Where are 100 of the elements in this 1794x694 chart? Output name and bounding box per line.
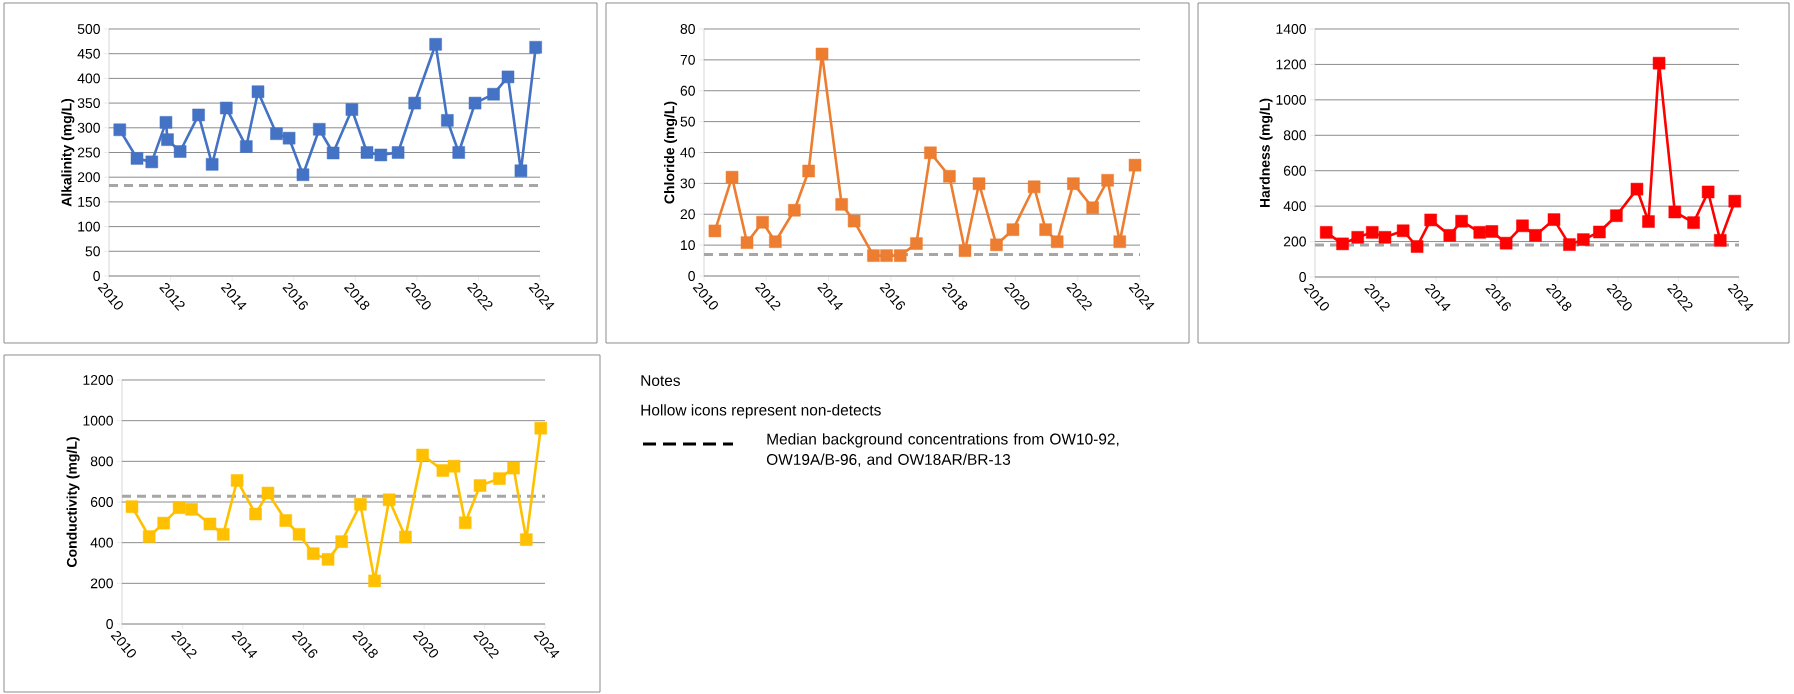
point [296,168,310,181]
y-tick-label: 600 [1283,165,1306,176]
y-tick-label: 40 [680,147,695,158]
point [157,516,170,530]
point [1039,223,1052,236]
point [161,133,174,146]
point [360,146,374,159]
point [368,574,381,588]
point [382,493,396,507]
text: Notes [641,375,680,386]
point [441,114,454,127]
point [391,146,405,159]
y-tick-label: 60 [680,85,695,96]
point [493,472,506,485]
point [1701,185,1715,199]
point [1610,209,1623,222]
point [1630,182,1644,196]
point [1113,235,1127,248]
point [345,103,359,116]
y-tick-label: 1000 [1276,94,1306,105]
point [282,131,296,145]
y-tick-label: 300 [77,122,100,133]
point [514,164,528,178]
y-tick-label: 800 [1283,130,1306,141]
point [507,461,520,475]
point [756,216,769,229]
point [172,501,186,514]
point [130,152,144,165]
y-tick-label: 0 [688,271,695,281]
point [249,507,262,521]
point [847,214,861,228]
point [1006,223,1020,236]
y-tick-label: 200 [77,172,100,183]
y-tick-label: 450 [77,48,100,59]
point [1366,226,1379,239]
y-tick-label: 20 [680,209,695,220]
y-tick-label: 200 [90,578,113,589]
point [292,528,306,541]
point [990,238,1003,252]
point [1473,226,1487,239]
point [1424,213,1437,227]
y-tick-label: 350 [77,98,100,109]
point [270,127,283,140]
point [307,547,320,560]
point [240,140,253,153]
point [1378,231,1392,244]
point [708,224,722,238]
point [788,203,801,217]
text: Median background concentrations from OW10-92, OW19A/B-96, and OW18AR/BR-13 [766,433,1119,467]
y-axis-title: Conductivity (mg/L) [66,437,80,567]
point [1455,214,1468,228]
point [1728,194,1742,208]
point [408,96,421,110]
point [534,421,548,435]
y-tick-label: 250 [77,147,100,158]
point [1593,225,1606,239]
point [205,158,219,171]
point [501,70,515,84]
point [1027,180,1041,194]
point [740,236,754,249]
point [447,459,461,473]
y-tick-label: 0 [106,619,113,629]
point [1529,229,1542,242]
y-tick-label: 150 [78,196,100,207]
point [335,535,348,548]
point [893,249,907,262]
point [1067,177,1080,190]
point [220,101,233,115]
point [835,198,848,211]
point [452,146,465,159]
text: Hollow icons represent non-detects [641,404,881,419]
point [326,146,340,160]
point [1101,174,1114,187]
point [487,87,500,101]
point [880,249,893,262]
point [468,96,482,110]
point [173,145,187,158]
point [185,503,198,516]
point [1547,213,1561,226]
point [1128,158,1142,172]
point [1050,235,1064,248]
point [279,514,293,527]
point [529,41,542,54]
point [321,553,335,566]
point [910,237,923,250]
point [192,108,205,122]
point [769,235,782,248]
point [1336,237,1349,251]
point [354,497,367,511]
point [1443,229,1457,242]
point [1351,231,1364,244]
point [1713,234,1727,247]
point [313,123,326,136]
y-tick-label: 50 [680,116,695,127]
point [1577,233,1590,246]
y-tick-label: 100 [78,221,100,232]
point [1516,219,1529,233]
point [1652,56,1666,70]
y-tick-label: 500 [77,24,100,34]
point [867,249,880,262]
